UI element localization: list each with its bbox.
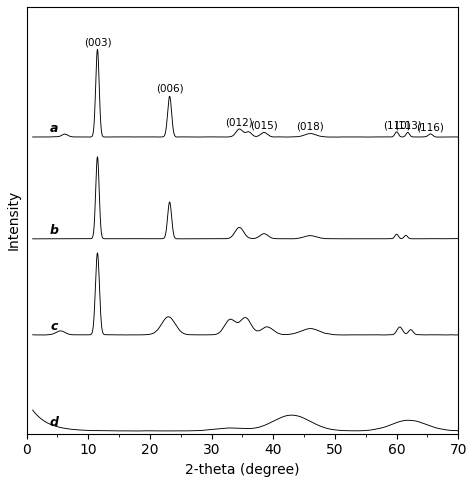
Text: (006): (006) bbox=[156, 84, 183, 94]
Text: (113): (113) bbox=[394, 121, 422, 131]
Text: (116): (116) bbox=[417, 122, 445, 132]
Text: (012): (012) bbox=[226, 117, 253, 127]
X-axis label: 2-theta (degree): 2-theta (degree) bbox=[185, 463, 300, 477]
Text: d: d bbox=[50, 416, 59, 429]
Text: (018): (018) bbox=[296, 122, 324, 132]
Text: c: c bbox=[51, 320, 58, 333]
Text: b: b bbox=[50, 224, 59, 237]
Y-axis label: Intensity: Intensity bbox=[7, 190, 21, 251]
Text: (015): (015) bbox=[250, 121, 278, 131]
Text: (110): (110) bbox=[383, 120, 410, 130]
Text: (003): (003) bbox=[83, 37, 111, 47]
Text: a: a bbox=[50, 122, 58, 135]
